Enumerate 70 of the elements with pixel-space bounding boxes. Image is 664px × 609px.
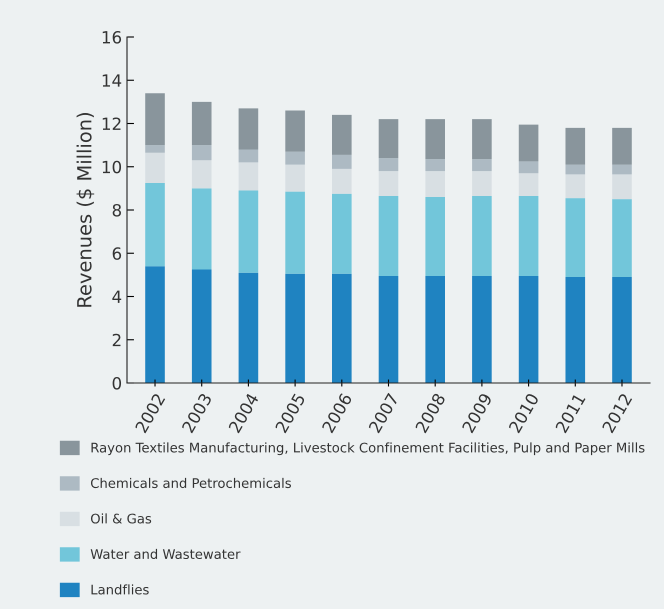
- bar: [472, 171, 492, 196]
- y-tick-label: 4: [112, 290, 122, 303]
- bar: [378, 158, 398, 172]
- bar: [332, 114, 352, 155]
- bar: [285, 192, 305, 274]
- bar: [565, 164, 586, 174]
- y-tick-label: 0: [112, 376, 122, 390]
- bar: [612, 164, 632, 174]
- y-tick-label: 14: [102, 74, 122, 87]
- bar: [332, 194, 352, 274]
- legend-label: Water and Wastewater: [90, 548, 240, 560]
- legend-label: Landflies: [92, 584, 149, 595]
- bar: [145, 93, 165, 146]
- bar: [285, 164, 305, 192]
- y-tick-label: 6: [112, 247, 122, 260]
- bar: [518, 276, 538, 383]
- legend-label: Rayon Textiles Manufacturing, Livestock Confinement Facilities, Pulp and Paper Mills: [92, 442, 644, 456]
- y-tick-label: 16: [102, 30, 122, 44]
- bar: [612, 174, 632, 200]
- bar: [332, 168, 352, 194]
- bar: [285, 110, 305, 152]
- bar: [285, 274, 305, 383]
- bar: [425, 197, 446, 276]
- bar: [285, 152, 305, 165]
- bar: [192, 188, 212, 270]
- bar: [518, 124, 538, 162]
- legend-label: Oil & Gas: [90, 513, 152, 524]
- bar: [238, 272, 258, 383]
- bar: [378, 196, 398, 276]
- bar: [192, 145, 212, 160]
- y-tick-label: 2: [112, 334, 120, 346]
- y-tick-label: 10: [102, 160, 122, 174]
- bar: [192, 160, 212, 188]
- bar: [425, 159, 446, 172]
- bar: [192, 102, 212, 146]
- bar: [145, 266, 165, 383]
- bar: [378, 276, 398, 383]
- bar: [472, 276, 492, 383]
- bar: [238, 108, 258, 150]
- bar: [425, 171, 446, 198]
- bar: [238, 190, 258, 273]
- bar: [145, 145, 165, 153]
- y-axis-title: Revenues ($ Million): [76, 113, 94, 307]
- y-tick-label: 8: [112, 204, 121, 217]
- bar: [425, 276, 446, 383]
- bar: [425, 119, 446, 160]
- bar: [472, 159, 492, 172]
- bar: [378, 171, 398, 196]
- bar: [238, 162, 258, 191]
- bar: [518, 161, 538, 174]
- bar: [332, 274, 352, 383]
- bar: [565, 128, 586, 165]
- bar: [612, 128, 632, 165]
- bar: [238, 149, 258, 162]
- bar: [145, 152, 165, 183]
- y-tick-label: 12: [102, 117, 120, 130]
- bar: [565, 198, 586, 278]
- bar: [612, 277, 632, 383]
- bar: [518, 196, 538, 276]
- bar: [518, 173, 538, 196]
- bar: [332, 154, 352, 169]
- bar: [612, 199, 632, 278]
- bar: [565, 277, 586, 383]
- bar: [378, 119, 398, 158]
- bar: [145, 182, 165, 266]
- bar: [472, 196, 492, 276]
- bar: [192, 269, 212, 383]
- bar: [472, 119, 492, 160]
- legend-label: Chemicals and Petrochemicals: [90, 478, 291, 488]
- bar: [565, 174, 586, 198]
